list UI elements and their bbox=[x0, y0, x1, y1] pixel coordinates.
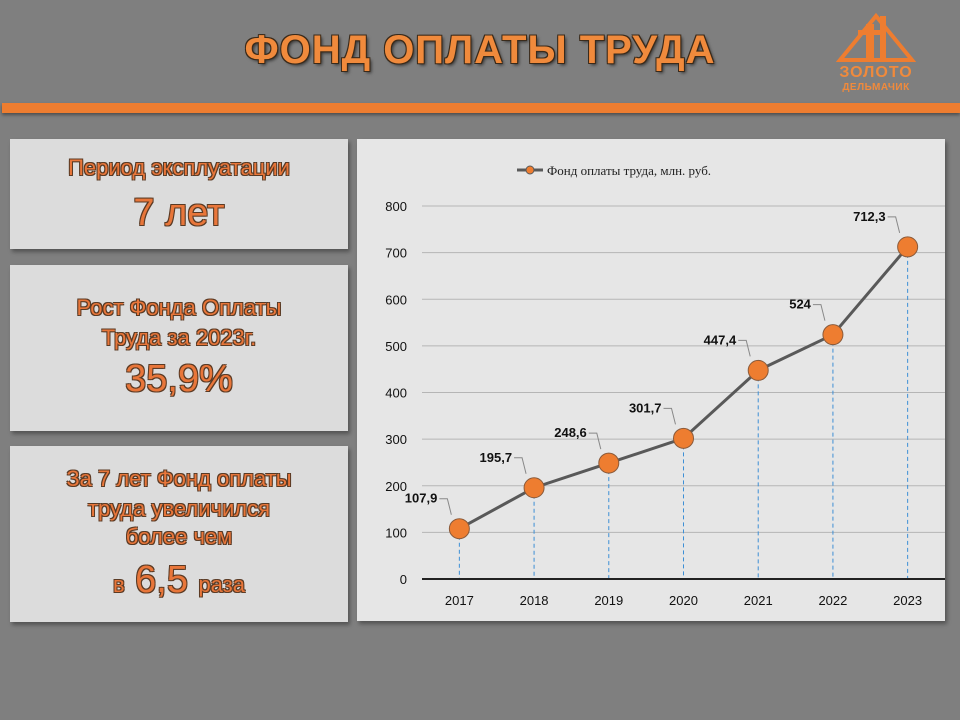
increase-value-row: в 6,5 раза bbox=[10, 558, 348, 602]
y-tick-label: 400 bbox=[385, 386, 407, 401]
data-label: 712,3 bbox=[853, 209, 886, 224]
label-leader bbox=[439, 498, 452, 515]
x-tick-label: 2018 bbox=[520, 593, 549, 608]
data-label: 301,7 bbox=[629, 400, 662, 415]
x-tick-label: 2023 bbox=[893, 593, 922, 608]
data-label: 524 bbox=[789, 297, 811, 312]
logo-emblem-icon bbox=[836, 12, 916, 62]
label-leader bbox=[588, 432, 602, 450]
increase-line3: более чем bbox=[125, 524, 233, 549]
data-point bbox=[747, 359, 769, 381]
page-title: ФОНД ОПЛАТЫ ТРУДА bbox=[244, 28, 716, 72]
y-tick-label: 100 bbox=[385, 525, 407, 540]
data-point bbox=[448, 518, 470, 540]
growth-label-line2: Труда за 2023г. bbox=[101, 325, 257, 350]
label-leader bbox=[812, 304, 826, 321]
legend-marker bbox=[525, 165, 535, 175]
label-leader bbox=[738, 339, 751, 357]
company-logo: ЗОЛОТО ДЕЛЬМАЧИК bbox=[828, 12, 924, 96]
increase-line1: За 7 лет Фонд оплаты bbox=[66, 466, 292, 491]
logo-text-sub: ДЕЛЬМАЧИК bbox=[842, 82, 910, 93]
data-point bbox=[673, 427, 694, 449]
data-label: 195,7 bbox=[480, 450, 513, 465]
increase-value: 6,5 bbox=[135, 559, 188, 601]
data-label: 107,9 bbox=[405, 491, 438, 506]
growth-panel: Рост Фонда Оплаты Труда за 2023г. 35,9% bbox=[10, 265, 348, 431]
y-tick-label: 0 bbox=[400, 572, 407, 587]
growth-value: 35,9% bbox=[125, 358, 233, 400]
period-value: 7 лет bbox=[133, 192, 225, 234]
x-tick-label: 2022 bbox=[818, 593, 847, 608]
y-tick-label: 700 bbox=[385, 246, 407, 261]
data-label: 447,4 bbox=[704, 332, 737, 347]
label-leader bbox=[887, 216, 901, 234]
chart-legend: Фонд оплаты труда, млн. руб. bbox=[517, 163, 711, 178]
y-tick-label: 200 bbox=[385, 479, 407, 494]
legend-label: Фонд оплаты труда, млн. руб. bbox=[547, 163, 711, 178]
label-leader bbox=[514, 457, 527, 474]
data-point bbox=[822, 324, 844, 346]
data-point bbox=[523, 477, 545, 499]
x-tick-label: 2019 bbox=[594, 593, 623, 608]
y-tick-label: 600 bbox=[385, 292, 407, 307]
x-tick-label: 2021 bbox=[744, 593, 773, 608]
increase-prefix: в bbox=[113, 572, 125, 597]
increase-line2: труда увеличился bbox=[87, 496, 271, 521]
y-tick-label: 800 bbox=[385, 199, 407, 214]
increase-suffix: раза bbox=[198, 572, 245, 597]
x-tick-label: 2020 bbox=[669, 593, 698, 608]
y-tick-label: 300 bbox=[385, 432, 407, 447]
x-tick-label: 2017 bbox=[445, 593, 474, 608]
logo-text-main: ЗОЛОТО bbox=[839, 64, 913, 81]
label-leader bbox=[663, 407, 676, 425]
y-tick-label: 500 bbox=[385, 339, 407, 354]
growth-label-line1: Рост Фонда Оплаты bbox=[76, 295, 282, 320]
chart-panel: Фонд оплаты труда, млн. руб. 107,9 195,7 2… bbox=[357, 139, 945, 621]
data-point bbox=[598, 452, 620, 474]
header-divider bbox=[2, 103, 960, 113]
period-panel: Период эксплуатации 7 лет bbox=[10, 139, 348, 249]
period-label: Период эксплуатации bbox=[68, 155, 290, 180]
increase-panel: За 7 лет Фонд оплаты труда увеличился бо… bbox=[10, 446, 348, 622]
data-point bbox=[897, 236, 919, 258]
data-label: 248,6 bbox=[554, 425, 587, 440]
line-chart: Фонд оплаты труда, млн. руб. 107,9 195,7 2… bbox=[385, 163, 945, 608]
